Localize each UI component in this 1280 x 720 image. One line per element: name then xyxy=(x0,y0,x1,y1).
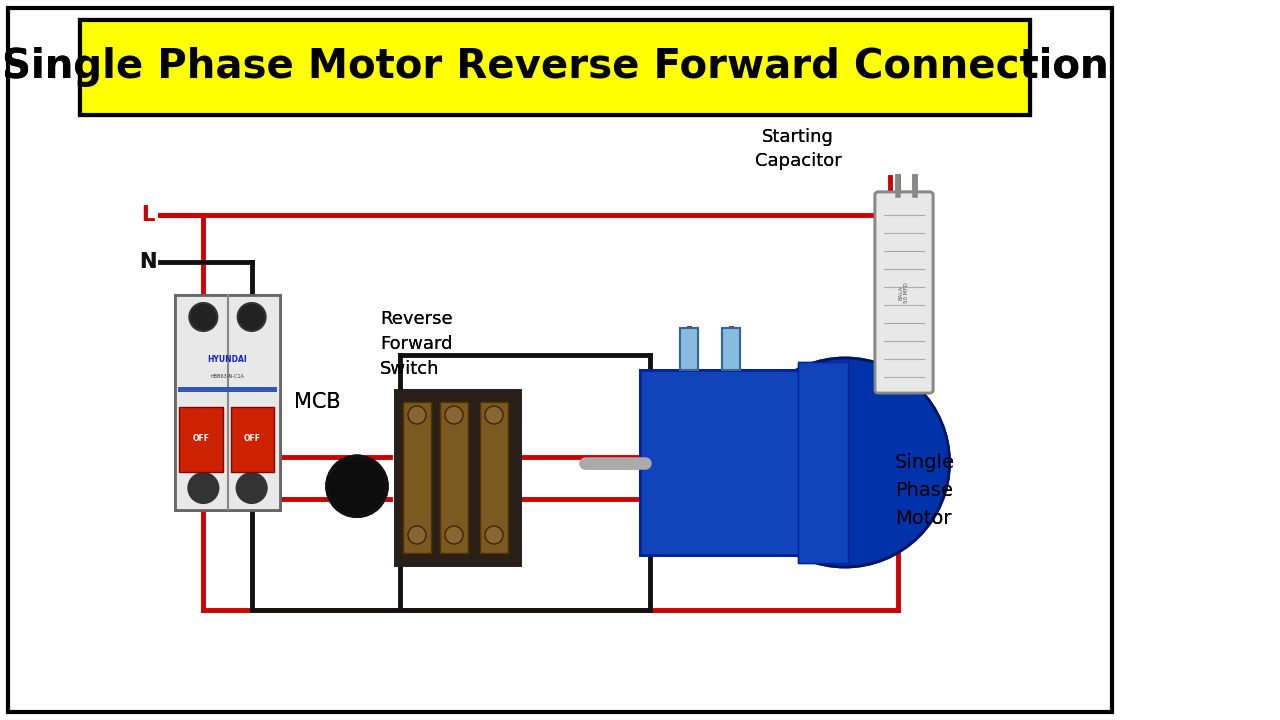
Bar xyxy=(722,328,740,370)
Bar xyxy=(179,407,223,472)
Text: Single Phase Motor Reverse Forward Connection: Single Phase Motor Reverse Forward Conne… xyxy=(1,47,1108,87)
Bar xyxy=(230,407,274,472)
Circle shape xyxy=(445,406,463,424)
Bar xyxy=(797,362,849,563)
Text: Reverse
Forward
Switch: Reverse Forward Switch xyxy=(380,310,453,378)
Text: Single Phase Motor Reverse Forward Connection: Single Phase Motor Reverse Forward Conne… xyxy=(1,47,1108,87)
Circle shape xyxy=(445,526,463,544)
Text: Single
Phase
Motor: Single Phase Motor xyxy=(895,453,955,528)
Text: Single
Phase
Motor: Single Phase Motor xyxy=(895,453,955,528)
Text: Starting
Capacitor: Starting Capacitor xyxy=(755,128,841,170)
Circle shape xyxy=(188,473,219,503)
Circle shape xyxy=(188,473,219,503)
Circle shape xyxy=(445,406,463,424)
Circle shape xyxy=(485,526,503,544)
Text: HBB63-N-C1A: HBB63-N-C1A xyxy=(211,374,244,379)
FancyBboxPatch shape xyxy=(876,192,933,393)
Bar xyxy=(480,402,508,553)
Bar xyxy=(440,402,468,553)
Text: HYUNDAI: HYUNDAI xyxy=(207,355,247,364)
Bar xyxy=(640,370,800,555)
Bar xyxy=(440,402,468,553)
Bar xyxy=(8,8,1112,712)
Circle shape xyxy=(741,358,950,567)
Text: N: N xyxy=(251,300,256,306)
Bar xyxy=(179,407,223,472)
Text: N: N xyxy=(140,252,156,272)
Bar xyxy=(178,387,276,392)
Text: HYUNDAI: HYUNDAI xyxy=(207,355,247,364)
Circle shape xyxy=(238,303,266,331)
Circle shape xyxy=(408,406,426,424)
Text: MCB: MCB xyxy=(294,392,340,413)
Bar xyxy=(680,328,698,370)
Text: OFF: OFF xyxy=(243,435,261,444)
Circle shape xyxy=(445,526,463,544)
Circle shape xyxy=(408,406,426,424)
Text: N: N xyxy=(251,499,256,505)
Circle shape xyxy=(326,456,387,516)
Bar xyxy=(230,407,274,472)
Circle shape xyxy=(408,526,426,544)
Text: OFF: OFF xyxy=(192,435,209,444)
Circle shape xyxy=(238,303,266,331)
Bar xyxy=(640,370,800,555)
Bar xyxy=(396,390,520,565)
Bar xyxy=(480,402,508,553)
Circle shape xyxy=(485,406,503,424)
Bar xyxy=(680,328,698,370)
Circle shape xyxy=(741,358,950,567)
Text: BALA
50 MFD: BALA 50 MFD xyxy=(899,282,909,303)
FancyBboxPatch shape xyxy=(876,192,933,393)
Bar xyxy=(79,20,1030,115)
Text: Reverse
Forward
Switch: Reverse Forward Switch xyxy=(380,310,453,378)
Text: HBB63-N-C1A: HBB63-N-C1A xyxy=(211,374,244,379)
Text: OFF: OFF xyxy=(243,434,261,444)
Text: CE: CE xyxy=(908,212,916,218)
Circle shape xyxy=(326,456,387,516)
Circle shape xyxy=(189,303,218,331)
Text: N: N xyxy=(140,252,156,272)
Circle shape xyxy=(189,303,218,331)
Bar xyxy=(79,20,1030,115)
Text: CE: CE xyxy=(224,405,232,409)
Circle shape xyxy=(237,473,266,503)
Text: MCB: MCB xyxy=(294,392,340,413)
Bar xyxy=(797,362,849,563)
Bar xyxy=(175,295,280,510)
Circle shape xyxy=(237,473,266,503)
Bar xyxy=(396,390,520,565)
Text: L: L xyxy=(141,205,155,225)
Text: L: L xyxy=(141,205,155,225)
Bar xyxy=(722,328,740,370)
Text: OFF: OFF xyxy=(192,434,209,444)
Circle shape xyxy=(485,406,503,424)
Bar xyxy=(403,402,431,553)
Text: Starting
Capacitor: Starting Capacitor xyxy=(755,128,841,170)
Circle shape xyxy=(485,526,503,544)
Bar xyxy=(178,387,276,392)
Bar xyxy=(175,295,280,510)
Text: BALA
50 MFD: BALA 50 MFD xyxy=(899,282,909,303)
Bar xyxy=(403,402,431,553)
Circle shape xyxy=(408,526,426,544)
